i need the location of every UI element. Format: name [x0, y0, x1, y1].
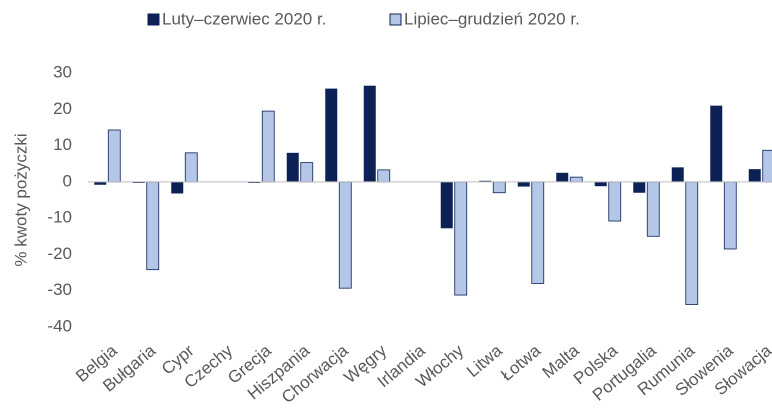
bar: [107, 129, 121, 183]
bar: [325, 88, 338, 182]
y-tick-label: 0: [63, 171, 72, 190]
y-tick-label: -20: [47, 244, 72, 263]
x-tick-label: Litwa: [463, 341, 506, 381]
bar: [569, 176, 583, 183]
y-tick-label: -10: [47, 208, 72, 227]
bar: [608, 181, 622, 222]
bar: [762, 149, 772, 183]
bar: [723, 181, 737, 250]
y-tick-label: -30: [47, 280, 72, 299]
bar: [94, 181, 107, 185]
bar: [594, 181, 607, 187]
bar: [454, 181, 468, 296]
bar: [146, 181, 160, 271]
bar: [685, 181, 699, 305]
y-axis-label: % kwoty pożyczki: [11, 133, 30, 266]
bar: [517, 181, 530, 187]
legend-label: Lipiec–grudzień 2020 r.: [404, 9, 580, 28]
bar: [184, 152, 198, 183]
y-tick-label: 20: [53, 99, 72, 118]
bar: [171, 181, 184, 194]
bar: [338, 181, 352, 289]
bar: [748, 169, 761, 182]
bar: [300, 162, 314, 183]
legend-swatch: [389, 13, 402, 26]
bar: [479, 180, 492, 182]
bar: [492, 181, 506, 194]
bar: [261, 110, 275, 183]
bar: [440, 181, 453, 229]
bar: [286, 152, 299, 182]
legend-label: Luty–czerwiec 2020 r.: [162, 9, 326, 28]
bar: [671, 167, 684, 182]
bar: [531, 181, 545, 284]
legend-swatch: [147, 13, 160, 26]
bar: [363, 85, 376, 182]
bar: [646, 181, 660, 237]
bar: [710, 105, 723, 182]
x-tick-label: Łotwa: [497, 341, 544, 385]
y-tick-label: 30: [53, 62, 72, 81]
bar: [377, 169, 391, 183]
y-tick-label: 10: [53, 135, 72, 154]
bar: [633, 181, 646, 193]
bar: [132, 181, 145, 183]
bar: [248, 181, 261, 183]
bar: [556, 172, 569, 182]
y-tick-label: -40: [47, 316, 72, 335]
